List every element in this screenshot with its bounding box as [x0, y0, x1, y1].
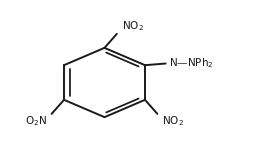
- Text: O$_2$N: O$_2$N: [25, 115, 47, 129]
- Text: NO$_2$: NO$_2$: [122, 19, 144, 33]
- Text: NO$_2$: NO$_2$: [161, 115, 183, 129]
- Text: N—NPh$_2$: N—NPh$_2$: [169, 56, 214, 70]
